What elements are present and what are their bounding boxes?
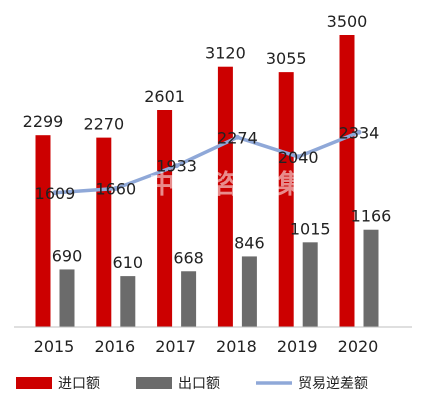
x-tick-label-2017: 2017 [155, 337, 196, 356]
import-bar-2015 [35, 135, 51, 327]
export-value-label-2015: 690 [52, 246, 83, 265]
trade-deficit-point-2018 [234, 134, 240, 140]
import-bars [35, 35, 355, 328]
import-bar-2017 [157, 110, 173, 327]
legend-label-import: 进口额 [58, 376, 100, 392]
export-value-label-2017: 668 [173, 248, 204, 267]
x-tick-labels: 2015 2016 2017 2018 2019 2020 [34, 337, 379, 356]
trade-deficit-value-label-2019: 2040 [278, 148, 319, 167]
import-value-label-2019: 3055 [266, 49, 307, 68]
export-bar-2018 [241, 256, 257, 327]
trade-deficit-value-label-2015: 1609 [35, 184, 76, 203]
legend-swatch-export [136, 377, 172, 389]
import-bar-2020 [339, 35, 355, 327]
watermark: 中文咨询集团 [149, 169, 341, 200]
trade-deficit-value-label-2020: 2334 [339, 123, 380, 142]
export-value-label-2016: 610 [113, 253, 144, 272]
legend-label-export: 出口额 [178, 376, 220, 392]
import-value-label-2015: 2299 [23, 112, 64, 131]
export-bar-2015 [59, 269, 75, 327]
export-value-label-2018: 846 [234, 233, 265, 252]
export-value-label-2020: 1166 [351, 207, 392, 226]
export-bar-2019 [302, 242, 318, 327]
legend-item-deficit: 贸易逆差额 [256, 376, 368, 392]
x-tick-label-2018: 2018 [216, 337, 257, 356]
export-bar-2020 [363, 229, 379, 327]
legend-item-export: 出口额 [136, 376, 220, 392]
trade-deficit-point-2019 [295, 154, 301, 160]
export-labels: 690 610 668 846 1015 1166 [52, 207, 392, 272]
import-bar-2016 [96, 137, 112, 327]
trade-deficit-value-label-2016: 1660 [95, 180, 136, 199]
import-value-label-2017: 2601 [144, 87, 185, 106]
trade-deficit-point-2017 [174, 163, 180, 169]
import-value-label-2020: 3500 [327, 12, 368, 31]
export-bar-2016 [120, 276, 136, 327]
x-tick-label-2019: 2019 [277, 337, 318, 356]
legend-swatch-import [16, 377, 52, 389]
trade-deficit-line [54, 130, 360, 195]
export-bar-2017 [181, 271, 197, 327]
import-labels: 2299 2270 2601 3120 3055 3500 [23, 12, 368, 134]
line-labels: 1609 1660 1933 2274 2040 2334 [35, 123, 380, 202]
legend: 进口额 出口额 贸易逆差额 [16, 376, 368, 392]
x-tick-label-2016: 2016 [94, 337, 135, 356]
x-tick-label-2020: 2020 [338, 337, 379, 356]
trade-deficit-point-2016 [113, 186, 119, 192]
export-value-label-2019: 1015 [290, 219, 331, 238]
trade-deficit-value-label-2018: 2274 [217, 128, 258, 147]
legend-label-deficit: 贸易逆差额 [298, 376, 368, 392]
export-bars [59, 229, 379, 327]
trade-deficit-line-series [52, 129, 362, 196]
import-bar-2018 [217, 66, 233, 328]
import-bar-2019 [278, 72, 294, 327]
trade-deficit-point-2020 [356, 129, 362, 135]
trade-deficit-point-2015 [52, 190, 58, 196]
x-tick-label-2015: 2015 [34, 337, 75, 356]
trade-deficit-value-label-2017: 1933 [156, 157, 197, 176]
import-value-label-2016: 2270 [83, 115, 124, 134]
import-value-label-2018: 3120 [205, 44, 246, 63]
legend-item-import: 进口额 [16, 376, 100, 392]
